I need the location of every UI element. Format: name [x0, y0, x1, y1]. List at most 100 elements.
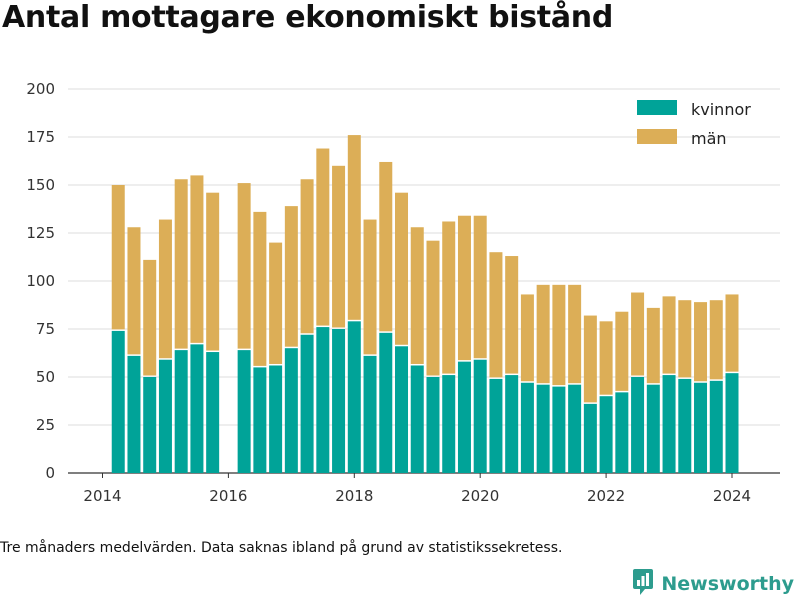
x-tick-label: 2020 — [461, 487, 499, 505]
bar-kvinnor — [379, 332, 393, 473]
bar-kvinnor — [583, 403, 597, 473]
bar-kvinnor — [473, 359, 487, 473]
bar-kvinnor — [631, 377, 645, 473]
bar-man — [316, 148, 330, 326]
bar-kvinnor — [615, 392, 629, 473]
bar-man — [332, 165, 346, 328]
bar-kvinnor — [300, 334, 314, 473]
bar-kvinnor — [552, 386, 566, 473]
bar-kvinnor — [694, 382, 708, 473]
bar-man — [568, 284, 582, 384]
bar-man — [410, 227, 424, 364]
x-tick-label: 2024 — [713, 487, 751, 505]
bar-man — [646, 307, 660, 384]
bar-man — [552, 284, 566, 386]
y-tick-label: 150 — [26, 176, 55, 194]
bar-kvinnor — [646, 384, 660, 473]
bar-man — [363, 219, 377, 355]
y-tick-label: 100 — [26, 272, 55, 290]
bar-man — [489, 252, 503, 378]
bar-man — [615, 311, 629, 391]
bar-kvinnor — [410, 365, 424, 473]
bar-man — [583, 315, 597, 403]
brand-logo[interactable]: Newsworthy — [631, 568, 794, 600]
bar-man — [269, 242, 283, 364]
bar-man — [237, 183, 251, 349]
bar-man — [111, 185, 125, 330]
bar-kvinnor — [190, 344, 204, 473]
bar-man — [599, 321, 613, 395]
y-axis-ticks: 0 25 50 75 100 125 150 175 200 — [26, 80, 55, 482]
x-tick-label: 2022 — [587, 487, 625, 505]
bar-kvinnor — [725, 373, 739, 473]
bar-kvinnor — [284, 348, 298, 473]
bar-kvinnor — [568, 384, 582, 473]
bar-kvinnor — [709, 380, 723, 473]
bar-man — [143, 259, 157, 376]
bars — [111, 135, 739, 473]
bar-man — [379, 161, 393, 332]
bar-man — [631, 292, 645, 376]
y-tick-label: 75 — [36, 320, 55, 338]
bar-man — [127, 227, 141, 355]
bar-kvinnor — [457, 361, 471, 473]
bar-man — [520, 294, 534, 382]
legend-label-kvinnor: kvinnor — [691, 100, 751, 119]
bar-kvinnor — [111, 330, 125, 473]
brand-name: Newsworthy — [661, 573, 794, 595]
x-tick-label: 2016 — [209, 487, 247, 505]
bar-kvinnor — [143, 377, 157, 473]
y-tick-label: 0 — [45, 464, 55, 482]
y-tick-label: 200 — [26, 80, 55, 98]
bar-kvinnor — [174, 350, 188, 473]
legend-label-man: män — [691, 129, 727, 148]
bar-man — [158, 219, 172, 359]
bar-man — [442, 221, 456, 374]
bar-kvinnor — [678, 378, 692, 473]
bar-man — [709, 300, 723, 380]
bar-kvinnor — [206, 352, 220, 473]
chart-title: Antal mottagare ekonomiskt bistånd — [2, 0, 614, 35]
y-tick-label: 125 — [26, 224, 55, 242]
bar-kvinnor — [237, 350, 251, 473]
x-tick-label: 2018 — [335, 487, 373, 505]
bar-man — [473, 215, 487, 359]
x-tick-label: 2014 — [83, 487, 121, 505]
bar-man — [662, 296, 676, 374]
bar-kvinnor — [520, 382, 534, 473]
y-tick-label: 50 — [36, 368, 55, 386]
bar-kvinnor — [442, 375, 456, 473]
bar-kvinnor — [347, 321, 361, 473]
bar-kvinnor — [127, 355, 141, 473]
bar-man — [457, 215, 471, 361]
bar-man — [284, 206, 298, 347]
legend-swatch-kvinnor — [637, 100, 677, 115]
bar-kvinnor — [158, 359, 172, 473]
bar-kvinnor — [253, 367, 267, 473]
bar-kvinnor — [316, 327, 330, 473]
bar-man — [253, 211, 267, 366]
bar-man — [300, 179, 314, 334]
bar-man — [505, 256, 519, 374]
y-tick-label: 25 — [36, 416, 55, 434]
bar-kvinnor — [363, 355, 377, 473]
footnote: Tre månaders medelvärden. Data saknas ib… — [0, 540, 563, 556]
bar-kvinnor — [536, 384, 550, 473]
bar-man — [536, 284, 550, 384]
bar-kvinnor — [332, 329, 346, 473]
bar-man — [678, 300, 692, 378]
legend: kvinnor män — [637, 100, 751, 148]
bar-kvinnor — [489, 378, 503, 473]
bar-man — [725, 294, 739, 372]
y-tick-label: 175 — [26, 128, 55, 146]
legend-swatch-man — [637, 129, 677, 144]
bar-man — [347, 135, 361, 320]
bar-kvinnor — [599, 396, 613, 473]
bar-kvinnor — [269, 365, 283, 473]
bar-man — [190, 175, 204, 343]
bar-man — [395, 192, 409, 345]
newsworthy-logo-icon — [631, 568, 655, 600]
bar-man — [694, 302, 708, 382]
bar-kvinnor — [426, 377, 440, 473]
